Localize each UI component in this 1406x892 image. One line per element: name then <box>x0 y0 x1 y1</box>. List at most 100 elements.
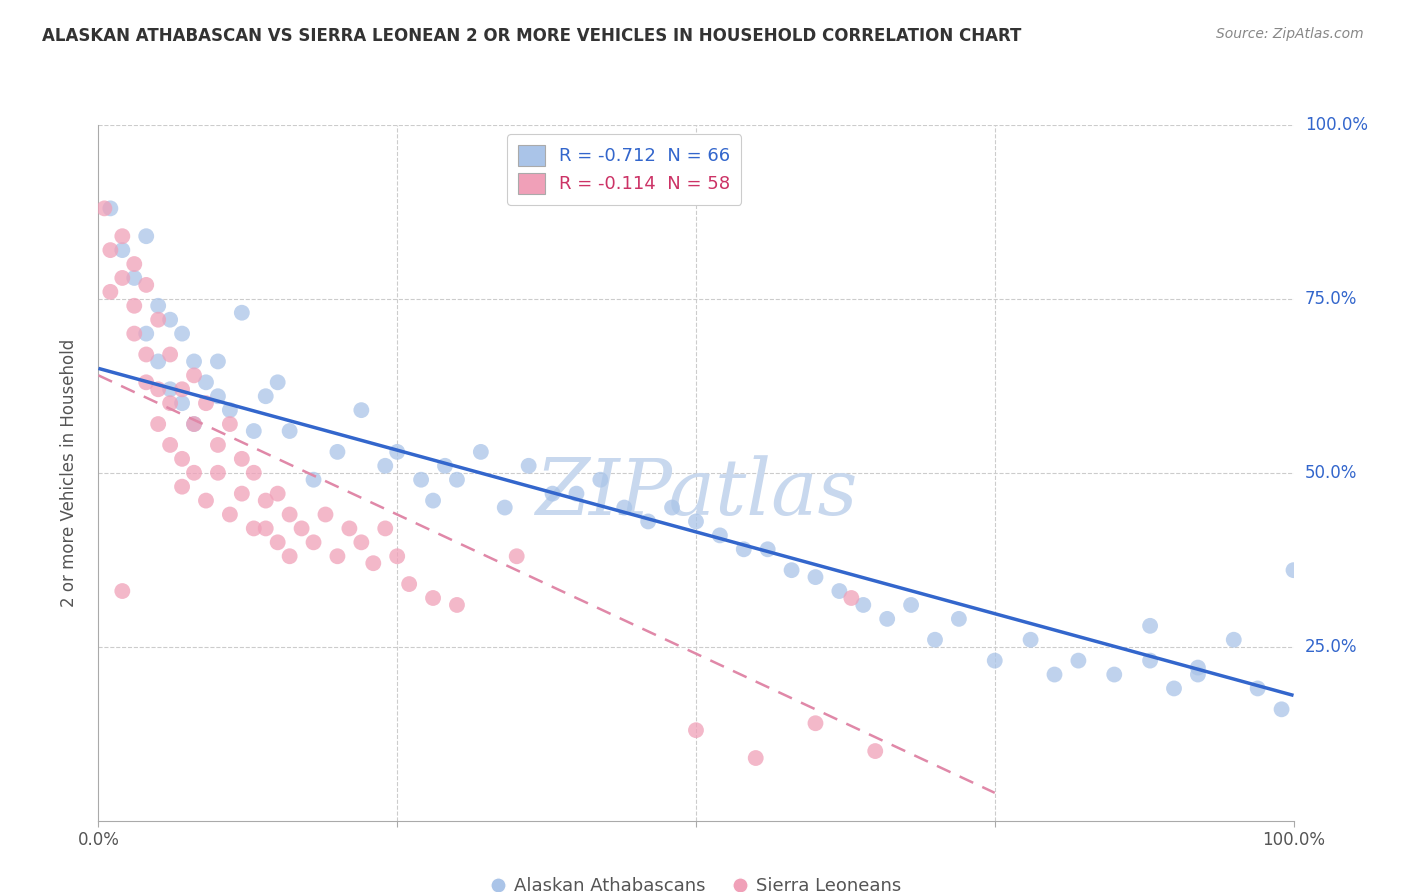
Text: 50.0%: 50.0% <box>1305 464 1357 482</box>
Point <box>374 521 396 535</box>
Point <box>172 382 194 396</box>
Point <box>183 368 205 383</box>
Point <box>709 528 731 542</box>
Point <box>219 417 242 431</box>
Point <box>326 549 349 564</box>
Point <box>1139 619 1161 633</box>
Point <box>231 451 253 466</box>
Point <box>172 451 194 466</box>
Point <box>876 612 898 626</box>
Point <box>863 744 886 758</box>
Point <box>350 535 373 549</box>
Point <box>135 229 157 244</box>
Point <box>852 598 875 612</box>
Point <box>194 396 217 410</box>
Point <box>98 202 122 216</box>
Point <box>148 312 170 326</box>
Point <box>1246 681 1268 696</box>
Point <box>93 202 115 216</box>
Point <box>111 229 134 244</box>
Point <box>433 458 456 473</box>
Point <box>183 417 205 431</box>
Point <box>924 632 946 647</box>
Point <box>374 458 396 473</box>
Point <box>350 403 373 417</box>
Point <box>1163 681 1185 696</box>
Point <box>302 535 325 549</box>
Point <box>148 299 170 313</box>
Point <box>804 716 827 731</box>
Text: Source: ZipAtlas.com: Source: ZipAtlas.com <box>1216 27 1364 41</box>
Point <box>124 271 146 285</box>
Point <box>254 493 277 508</box>
Point <box>219 403 242 417</box>
Point <box>685 515 707 529</box>
Point <box>1271 702 1294 716</box>
Point <box>243 466 266 480</box>
Point <box>780 563 803 577</box>
Point <box>243 521 266 535</box>
Point <box>983 654 1005 668</box>
Point <box>183 417 205 431</box>
Point <box>135 277 157 292</box>
Point <box>385 445 409 459</box>
Point <box>124 326 146 341</box>
Point <box>135 326 157 341</box>
Point <box>494 500 516 515</box>
Point <box>839 591 862 605</box>
Point <box>422 591 444 605</box>
Point <box>446 598 468 612</box>
Point <box>565 486 588 500</box>
Point <box>135 376 157 390</box>
Point <box>1067 654 1090 668</box>
Point <box>267 376 290 390</box>
Point <box>148 417 170 431</box>
Point <box>756 542 779 557</box>
Point <box>733 542 755 557</box>
Point <box>1139 654 1161 668</box>
Point <box>804 570 827 584</box>
Point <box>194 493 217 508</box>
Point <box>111 584 134 599</box>
Point <box>411 473 433 487</box>
Point <box>385 549 409 564</box>
Point <box>661 500 683 515</box>
Point <box>613 500 636 515</box>
Point <box>1102 667 1125 681</box>
Point <box>243 424 266 438</box>
Point <box>685 723 707 738</box>
Point <box>111 271 134 285</box>
Point <box>172 326 194 341</box>
Point <box>517 458 540 473</box>
Point <box>1019 632 1042 647</box>
Point <box>254 521 277 535</box>
Point <box>315 508 337 522</box>
Point <box>337 521 360 535</box>
Point <box>363 556 385 570</box>
Text: 100.0%: 100.0% <box>1305 116 1368 134</box>
Point <box>159 312 181 326</box>
Point <box>422 493 444 508</box>
Point <box>183 466 205 480</box>
Legend: Alaskan Athabascans, Sierra Leoneans: Alaskan Athabascans, Sierra Leoneans <box>484 870 908 892</box>
Point <box>589 473 612 487</box>
Text: 75.0%: 75.0% <box>1305 290 1357 308</box>
Point <box>1187 660 1209 674</box>
Point <box>1282 563 1305 577</box>
Point <box>172 480 194 494</box>
Point <box>194 376 217 390</box>
Point <box>267 535 290 549</box>
Point <box>326 445 349 459</box>
Point <box>948 612 970 626</box>
Point <box>637 515 659 529</box>
Point <box>278 424 301 438</box>
Point <box>159 382 181 396</box>
Point <box>98 285 122 299</box>
Point <box>1187 667 1209 681</box>
Point <box>541 486 564 500</box>
Point <box>278 549 301 564</box>
Point <box>207 466 229 480</box>
Point <box>207 438 229 452</box>
Text: 25.0%: 25.0% <box>1305 638 1357 656</box>
Text: ZIPatlas: ZIPatlas <box>534 456 858 532</box>
